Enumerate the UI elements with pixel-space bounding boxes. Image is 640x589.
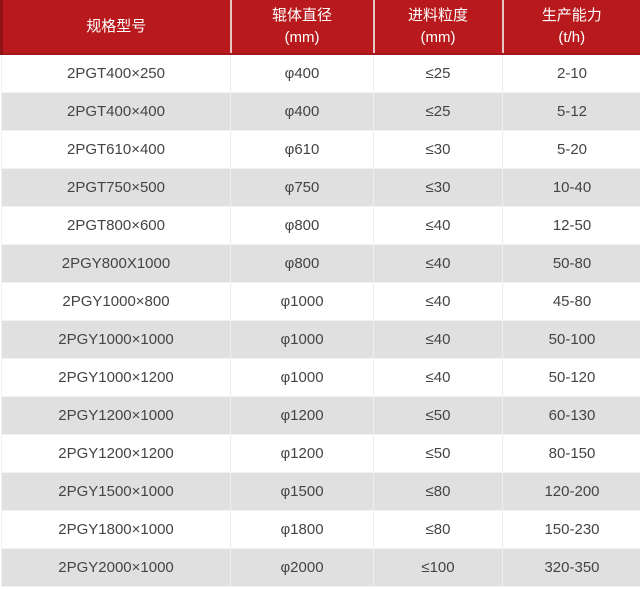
table-cell: φ1800 xyxy=(230,510,374,549)
table-cell: 5-20 xyxy=(502,130,640,169)
table-cell: 2PGY1800×1000 xyxy=(1,510,231,549)
table-cell: 60-130 xyxy=(502,396,640,435)
table-cell: 320-350 xyxy=(502,548,640,587)
table-cell: ≤50 xyxy=(373,434,503,473)
table-cell: 2PGY1000×1200 xyxy=(1,358,231,397)
table-cell: 10-40 xyxy=(502,168,640,207)
spec-table-header: 规格型号 辊体直径 (mm) 进料粒度 (mm) 生产能力 (t/h) xyxy=(0,0,640,55)
table-row: 2PGY1200×1200 φ1200 ≤50 80-150 xyxy=(1,434,640,473)
table-cell: φ610 xyxy=(230,130,374,169)
table-cell: φ1500 xyxy=(230,472,374,511)
table-row: 2PGY1000×1200 φ1000 ≤40 50-120 xyxy=(1,358,640,397)
header-label: 生产能力 xyxy=(541,6,602,24)
table-cell: φ1000 xyxy=(230,282,374,321)
table-row: 2PGT610×400 φ610 ≤30 5-20 xyxy=(1,130,640,169)
table-cell: 2PGY1000×1000 xyxy=(1,320,231,359)
table-row: 2PGY1200×1000 φ1200 ≤50 60-130 xyxy=(1,396,640,435)
table-row: 2PGT400×400 φ400 ≤25 5-12 xyxy=(1,92,640,131)
table-row: 2PGT400×250 φ400 ≤25 2-10 xyxy=(1,54,640,93)
table-cell: φ1000 xyxy=(230,320,374,359)
table-cell: 2PGY1000×800 xyxy=(1,282,231,321)
table-cell: ≤40 xyxy=(373,358,503,397)
table-row: 2PGY1000×1000 φ1000 ≤40 50-100 xyxy=(1,320,640,359)
table-cell: ≤50 xyxy=(373,396,503,435)
table-cell: 150-230 xyxy=(502,510,640,549)
table-row: 2PGY2000×1000 φ2000 ≤100 320-350 xyxy=(1,548,640,587)
table-cell: 2PGT800×600 xyxy=(1,206,231,245)
header-cell-capacity: 生产能力 (t/h) xyxy=(502,0,640,55)
table-cell: 2-10 xyxy=(502,54,640,93)
table-cell: 2PGY800X1000 xyxy=(1,244,231,283)
table-cell: 80-150 xyxy=(502,434,640,473)
table-row: 2PGY1800×1000 φ1800 ≤80 150-230 xyxy=(1,510,640,549)
table-row: 2PGY800X1000 φ800 ≤40 50-80 xyxy=(1,244,640,283)
table-cell: φ800 xyxy=(230,244,374,283)
table-cell: 2PGT400×400 xyxy=(1,92,231,131)
table-cell: 50-100 xyxy=(502,320,640,359)
table-cell: φ400 xyxy=(230,92,374,131)
table-cell: 2PGT610×400 xyxy=(1,130,231,169)
table-cell: φ1000 xyxy=(230,358,374,397)
table-cell: 2PGT400×250 xyxy=(1,54,231,93)
table-row: 2PGY1000×800 φ1000 ≤40 45-80 xyxy=(1,282,640,321)
header-cell-feed-size: 进料粒度 (mm) xyxy=(373,0,504,55)
table-cell: φ2000 xyxy=(230,548,374,587)
table-cell: ≤30 xyxy=(373,130,503,169)
table-cell: 50-120 xyxy=(502,358,640,397)
table-cell: ≤100 xyxy=(373,548,503,587)
table-cell: ≤30 xyxy=(373,168,503,207)
header-cell-roller-diameter: 辊体直径 (mm) xyxy=(230,0,375,55)
header-unit: (t/h) xyxy=(558,28,586,46)
table-cell: ≤25 xyxy=(373,92,503,131)
table-cell: 2PGY2000×1000 xyxy=(1,548,231,587)
table-cell: 50-80 xyxy=(502,244,640,283)
table-cell: 2PGT750×500 xyxy=(1,168,231,207)
table-cell: φ1200 xyxy=(230,396,374,435)
table-cell: ≤40 xyxy=(373,206,503,245)
table-cell: ≤40 xyxy=(373,282,503,321)
table-cell: φ400 xyxy=(230,54,374,93)
header-label: 辊体直径 xyxy=(271,6,332,24)
header-label: 进料粒度 xyxy=(407,6,468,24)
table-cell: φ750 xyxy=(230,168,374,207)
table-cell: ≤25 xyxy=(373,54,503,93)
header-unit: (mm) xyxy=(420,28,456,46)
table-cell: φ1200 xyxy=(230,434,374,473)
table-cell: 120-200 xyxy=(502,472,640,511)
table-cell: ≤40 xyxy=(373,244,503,283)
table-cell: ≤40 xyxy=(373,320,503,359)
spec-table-body: 2PGT400×250 φ400 ≤25 2-10 2PGT400×400 φ400 ≤25… xyxy=(1,54,640,587)
table-row: 2PGT800×600 φ800 ≤40 12-50 xyxy=(1,206,640,245)
table-cell: φ800 xyxy=(230,206,374,245)
header-unit: (mm) xyxy=(284,28,320,46)
table-cell: 2PGY1500×1000 xyxy=(1,472,231,511)
table-cell: 2PGY1200×1200 xyxy=(1,434,231,473)
table-row: 2PGY1500×1000 φ1500 ≤80 120-200 xyxy=(1,472,640,511)
table-cell: 12-50 xyxy=(502,206,640,245)
header-row: 规格型号 辊体直径 (mm) 进料粒度 (mm) 生产能力 (t/h) xyxy=(0,0,640,55)
header-cell-model: 规格型号 xyxy=(0,0,232,55)
table-cell: ≤80 xyxy=(373,472,503,511)
header-label: 规格型号 xyxy=(86,17,147,35)
table-cell: 5-12 xyxy=(502,92,640,131)
table-cell: 2PGY1200×1000 xyxy=(1,396,231,435)
table-row: 2PGT750×500 φ750 ≤30 10-40 xyxy=(1,168,640,207)
table-cell: ≤80 xyxy=(373,510,503,549)
table-cell: 45-80 xyxy=(502,282,640,321)
